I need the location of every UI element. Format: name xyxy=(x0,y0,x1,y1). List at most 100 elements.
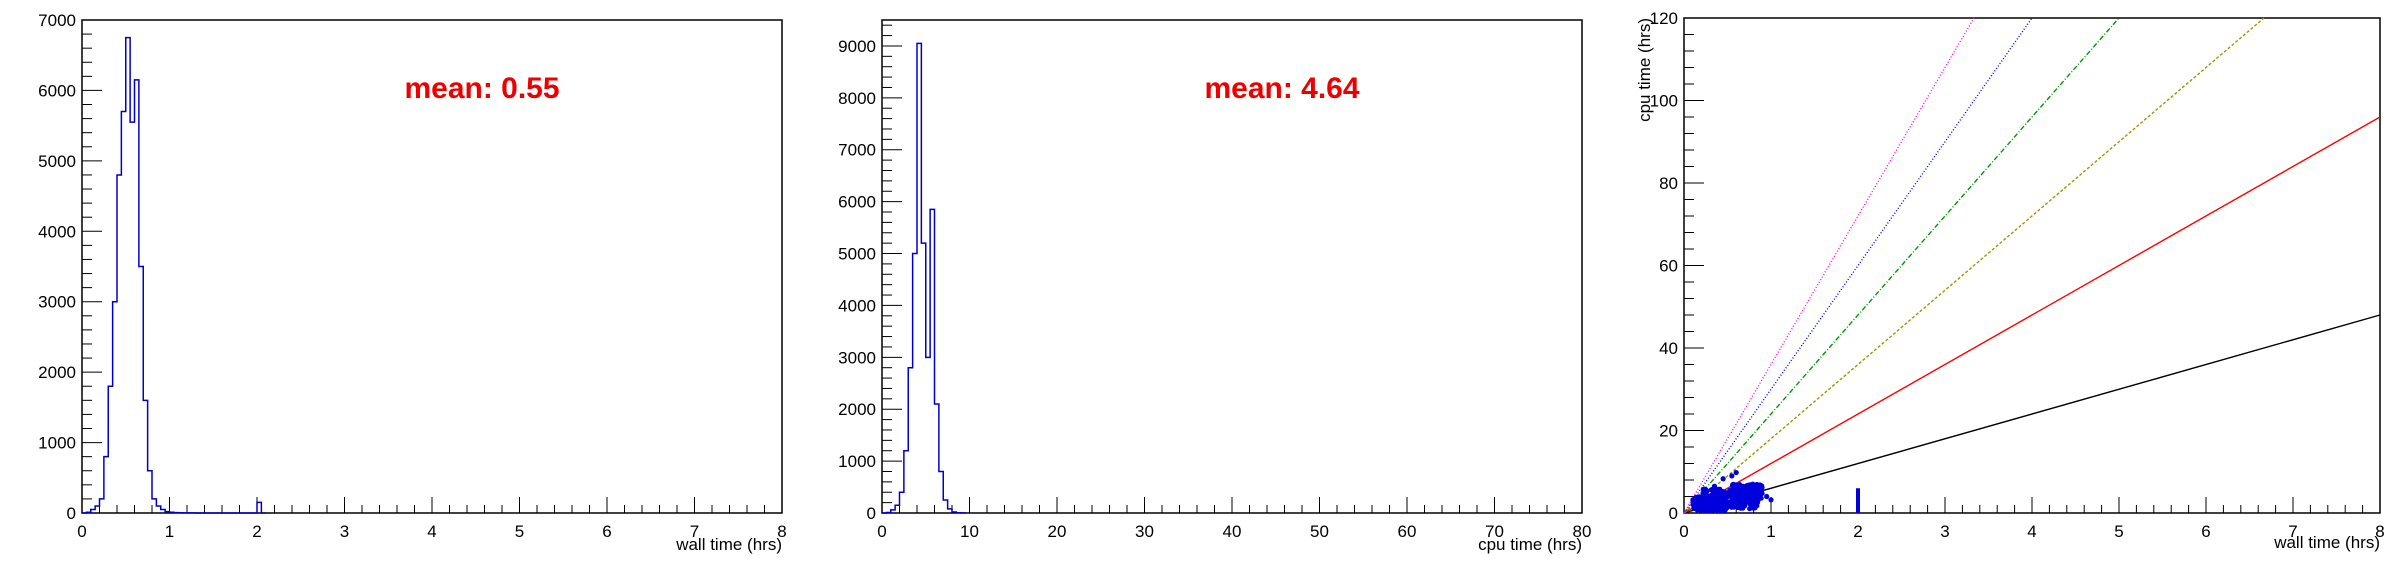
scatter-data-point xyxy=(1757,486,1763,492)
scatter-data-point xyxy=(1712,501,1718,507)
wall-time-mean-label: mean: 0.55 xyxy=(404,72,559,105)
scatter-data-point xyxy=(1723,494,1728,500)
scatter-data-point xyxy=(1735,492,1740,498)
scatter-x-tick-label: 8 xyxy=(2375,522,2384,541)
scatter-data-point xyxy=(1732,483,1738,489)
scatter-data-point xyxy=(1700,501,1705,507)
scatter-reference-line xyxy=(1683,17,2120,514)
cpu-x-tick-label: 10 xyxy=(960,522,979,541)
cpu-y-tick-label: 6000 xyxy=(838,193,876,212)
scatter-data-point xyxy=(1704,495,1710,501)
cpu-x-tick-label: 80 xyxy=(1573,522,1592,541)
scatter-y-tick-label: 100 xyxy=(1650,92,1678,111)
scatter-data-point xyxy=(1696,495,1702,501)
scatter-x-tick-label: 5 xyxy=(2114,522,2123,541)
wall-y-tick-label: 7000 xyxy=(38,11,76,30)
scatter-data-point xyxy=(1722,507,1728,513)
scatter-data-point xyxy=(1743,495,1748,501)
scatter-data-point xyxy=(1711,507,1717,513)
cpu-time-x-axis-title: cpu time (hrs) xyxy=(1478,535,1582,554)
wall-x-tick-label: 4 xyxy=(427,522,436,541)
scatter-y-tick-label: 40 xyxy=(1659,339,1678,358)
wall-y-tick-label: 2000 xyxy=(38,363,76,382)
scatter-data-point xyxy=(1748,482,1754,488)
scatter-data-point xyxy=(1729,503,1735,509)
cpu-y-tick-label: 1000 xyxy=(838,452,876,471)
wall-y-tick-label: 3000 xyxy=(38,293,76,312)
scatter-data-point xyxy=(1724,504,1730,510)
scatter-data-point xyxy=(1753,502,1759,507)
wall-time-histogram-panel: mean: 0.55 wall time (hrs) 0 1 2 3 4 5 6 7 8 0 100… xyxy=(38,11,787,554)
wall-y-tick-label: 5000 xyxy=(38,152,76,171)
cpu-time-histogram-panel: mean: 4.64 cpu time (hrs) 0 10 20 30 40 50 60 7… xyxy=(838,19,1592,554)
cpu-x-tick-label: 60 xyxy=(1398,522,1417,541)
scatter-data-point xyxy=(1745,488,1751,494)
wall-time-x-axis-title: wall time (hrs) xyxy=(675,535,782,554)
wall-x-tick-label: 5 xyxy=(515,522,524,541)
cpu-vs-wall-scatter-panel: wall time (hrs) cpu time (hrs) 0 1 2 3 4 5 6 7 8… xyxy=(1635,9,2385,552)
wall-x-tick-label: 0 xyxy=(77,522,86,541)
scatter-y-tick-label: 120 xyxy=(1650,9,1678,28)
scatter-y-axis-title: cpu time (hrs) xyxy=(1635,18,1654,122)
scatter-data-point xyxy=(1716,488,1722,494)
wall-x-tick-label: 2 xyxy=(252,522,261,541)
wall-y-tick-label: 4000 xyxy=(38,222,76,241)
scatter-x-tick-label: 4 xyxy=(2027,522,2036,541)
scatter-data-point xyxy=(1705,500,1711,506)
cpu-y-tick-label: 8000 xyxy=(838,89,876,108)
scatter-reference-line xyxy=(1683,17,1975,514)
scatter-data-point xyxy=(1738,486,1744,492)
cpu-x-tick-label: 20 xyxy=(1048,522,1067,541)
scatter-y-tick-label: 0 xyxy=(1669,504,1678,523)
scatter-outlier-point xyxy=(1733,469,1739,476)
scatter-reference-line xyxy=(1683,17,2033,514)
cpu-x-tick-label: 40 xyxy=(1223,522,1242,541)
wall-histogram-outline xyxy=(82,36,266,514)
cpu-y-tick-label: 4000 xyxy=(838,296,876,315)
scatter-data-point xyxy=(1710,489,1716,495)
scatter-x-tick-label: 0 xyxy=(1679,522,1688,541)
cpu-y-tick-label: 9000 xyxy=(838,37,876,56)
scatter-y-tick-label: 20 xyxy=(1659,422,1678,441)
scatter-data-point xyxy=(1757,494,1763,500)
wall-x-tick-label: 7 xyxy=(690,522,699,541)
scatter-reference-line xyxy=(1683,17,2265,514)
scatter-x-tick-label: 7 xyxy=(2288,522,2297,541)
cpu-x-tick-label: 30 xyxy=(1135,522,1154,541)
scatter-data-point xyxy=(1731,498,1737,504)
scatter-plot-frame xyxy=(1683,17,2381,514)
scatter-data-point xyxy=(1751,505,1757,511)
scatter-data-point xyxy=(1715,508,1721,514)
wall-x-tick-label: 3 xyxy=(340,522,349,541)
cpu-y-tick-label: 7000 xyxy=(838,141,876,160)
scatter-data-point xyxy=(1730,488,1735,493)
wall-x-tick-label: 1 xyxy=(165,522,174,541)
cpu-y-tick-label: 3000 xyxy=(838,348,876,367)
scatter-outlier-point xyxy=(1694,504,1700,510)
scatter-data-point xyxy=(1716,494,1722,499)
wall-x-tick-label: 8 xyxy=(777,522,786,541)
scatter-data-point xyxy=(1742,503,1748,508)
scatter-data-point xyxy=(1740,490,1746,496)
wall-y-tick-label: 0 xyxy=(67,504,76,523)
scatter-data-point xyxy=(1748,494,1754,500)
scatter-data-point xyxy=(1735,503,1741,508)
scatter-y-tick-label: 80 xyxy=(1659,174,1678,193)
cpu-x-tick-label: 70 xyxy=(1485,522,1504,541)
scatter-reference-line xyxy=(1683,116,2381,514)
scatter-outlier-point xyxy=(1768,497,1774,503)
cpu-x-tick-label: 0 xyxy=(877,522,886,541)
scatter-outlier-point xyxy=(1729,473,1735,479)
scatter-x-tick-label: 2 xyxy=(1853,522,1862,541)
scatter-data-point xyxy=(1759,490,1765,496)
scatter-outlier-point xyxy=(1711,483,1718,489)
scatter-y-tick-label: 60 xyxy=(1659,257,1678,276)
scatter-data-point xyxy=(1691,497,1697,503)
cpu-y-tick-label: 0 xyxy=(867,504,876,523)
wall-y-tick-label: 1000 xyxy=(38,434,76,453)
scatter-data-point xyxy=(1707,508,1713,513)
scatter-data-point xyxy=(1698,507,1704,513)
cpu-y-tick-label: 5000 xyxy=(838,245,876,264)
cpu-y-tick-label: 2000 xyxy=(838,400,876,419)
